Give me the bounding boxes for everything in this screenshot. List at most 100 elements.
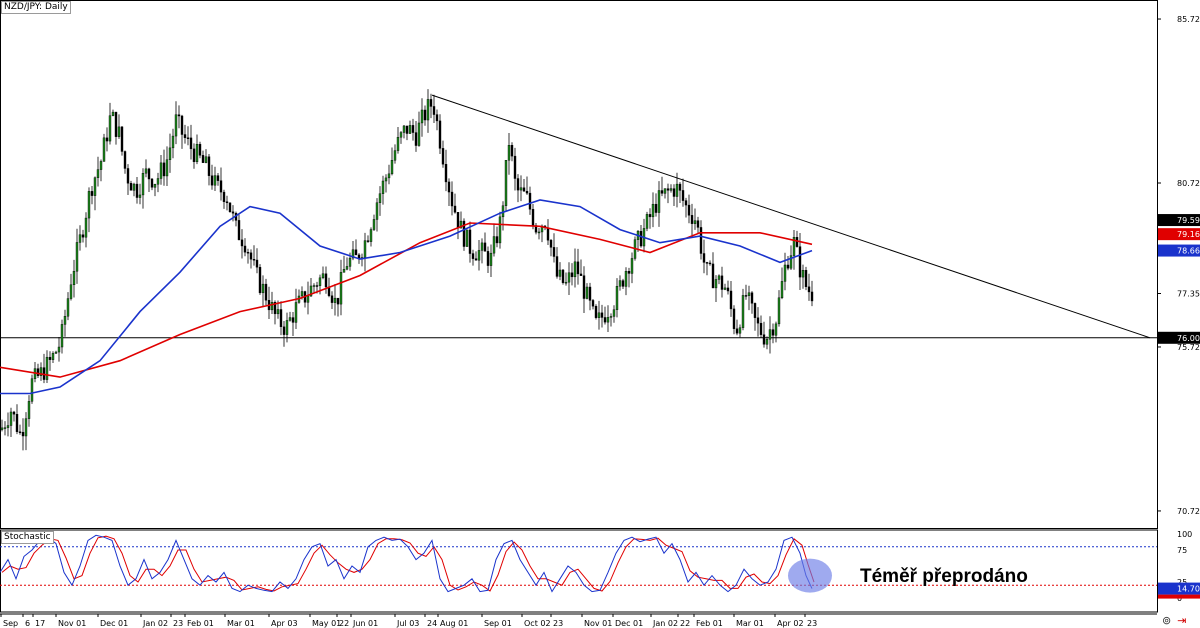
candle-down bbox=[471, 253, 475, 259]
arrow-icon[interactable]: ⇥ bbox=[1177, 614, 1187, 627]
candle-down bbox=[579, 273, 583, 276]
candle-down bbox=[21, 431, 25, 437]
candle-down bbox=[462, 220, 466, 247]
time-tick-label: May 01 bbox=[312, 619, 341, 628]
candle-up bbox=[45, 356, 49, 380]
candle-down bbox=[531, 209, 535, 226]
candle-up bbox=[768, 329, 772, 340]
price-tick-label: 80.72 bbox=[1177, 179, 1200, 188]
candle-down bbox=[222, 191, 226, 202]
candle-down bbox=[438, 120, 442, 149]
candle-up bbox=[138, 194, 142, 198]
candle-up bbox=[477, 250, 481, 261]
candle-down bbox=[708, 262, 712, 265]
candle-up bbox=[339, 272, 343, 305]
candle-up bbox=[93, 177, 97, 196]
price-badge-label: 78.66 bbox=[1177, 247, 1200, 256]
candle-down bbox=[354, 249, 358, 256]
candle-down bbox=[219, 180, 223, 193]
candle-down bbox=[207, 156, 211, 176]
stoch-tick-label: 100 bbox=[1177, 530, 1192, 539]
candle-up bbox=[504, 160, 508, 206]
candle-up bbox=[165, 159, 169, 177]
candle-up bbox=[789, 255, 793, 269]
candle-up bbox=[669, 188, 673, 191]
candle-down bbox=[135, 183, 139, 198]
candle-down bbox=[588, 286, 592, 301]
candle-up bbox=[132, 183, 136, 191]
time-tick-label: Mar 01 bbox=[227, 619, 255, 628]
candle-down bbox=[129, 183, 133, 191]
time-tick-label: Oct 02 bbox=[524, 619, 551, 628]
link-icon[interactable]: ⊚ bbox=[1162, 614, 1172, 627]
candle-down bbox=[525, 190, 529, 194]
candle-down bbox=[756, 317, 760, 324]
candle-down bbox=[450, 191, 454, 207]
candle-up bbox=[783, 264, 787, 282]
candle-down bbox=[105, 137, 109, 142]
candle-down bbox=[804, 270, 808, 288]
price-tick-label: 85.72 bbox=[1177, 15, 1200, 24]
time-tick-label: Feb 01 bbox=[696, 619, 723, 628]
candle-up bbox=[87, 191, 91, 219]
candle-down bbox=[684, 200, 688, 206]
time-tick-label: Jan 02 bbox=[142, 619, 168, 628]
candle-up bbox=[288, 317, 292, 321]
time-tick-label: Aug 01 bbox=[440, 619, 468, 628]
candle-up bbox=[399, 132, 403, 138]
candle-up bbox=[609, 316, 613, 318]
time-tick-label: Mar 01 bbox=[736, 619, 764, 628]
candle-down bbox=[330, 295, 334, 303]
candle-down bbox=[729, 290, 733, 310]
time-tick-label: Dec 01 bbox=[615, 619, 643, 628]
candle-down bbox=[324, 273, 328, 288]
candle-down bbox=[429, 99, 433, 107]
chart-title: NZD/JPY: Daily bbox=[1, 1, 71, 14]
candle-up bbox=[396, 137, 400, 151]
candle-down bbox=[771, 329, 775, 336]
candle-down bbox=[225, 201, 229, 204]
candle-down bbox=[123, 151, 127, 169]
time-tick-label: 23 bbox=[807, 619, 817, 628]
candle-up bbox=[507, 145, 511, 161]
candle-up bbox=[618, 280, 622, 287]
candle-down bbox=[726, 287, 730, 292]
candle-down bbox=[114, 111, 118, 137]
candle-down bbox=[453, 205, 457, 213]
price-badge-label: 76.00 bbox=[1177, 334, 1200, 343]
candle-down bbox=[252, 259, 256, 261]
stoch-k-line bbox=[0, 534, 813, 593]
stoch-badge-label: 14.70 bbox=[1177, 585, 1200, 594]
candle-down bbox=[753, 303, 757, 318]
candle-down bbox=[552, 247, 556, 257]
candle-down bbox=[249, 252, 253, 260]
candle-up bbox=[144, 168, 148, 174]
candle-up bbox=[408, 125, 412, 134]
candle-down bbox=[513, 155, 517, 179]
candle-up bbox=[393, 150, 397, 161]
candle-up bbox=[342, 269, 346, 273]
candle-down bbox=[228, 202, 232, 213]
candle-down bbox=[126, 168, 130, 184]
trendline bbox=[431, 94, 1151, 339]
candle-up bbox=[24, 418, 28, 437]
time-tick-label: 6 bbox=[25, 619, 30, 628]
candle-down bbox=[528, 192, 532, 210]
candle-down bbox=[687, 204, 691, 216]
candle-up bbox=[171, 135, 175, 149]
candle-up bbox=[75, 242, 79, 272]
main-frame bbox=[0, 0, 1158, 529]
stoch-badge bbox=[1158, 582, 1200, 595]
candle-down bbox=[216, 175, 220, 181]
time-tick-label: 22 bbox=[680, 619, 690, 628]
candle-down bbox=[81, 234, 85, 238]
candle-down bbox=[762, 334, 766, 345]
candle-up bbox=[39, 367, 43, 376]
candle-down bbox=[549, 239, 553, 248]
blue-ma-line bbox=[0, 199, 813, 395]
candle-up bbox=[0, 427, 4, 430]
candle-down bbox=[495, 236, 499, 244]
candle-up bbox=[78, 234, 82, 243]
candle-up bbox=[372, 219, 376, 230]
candle-down bbox=[621, 280, 625, 287]
